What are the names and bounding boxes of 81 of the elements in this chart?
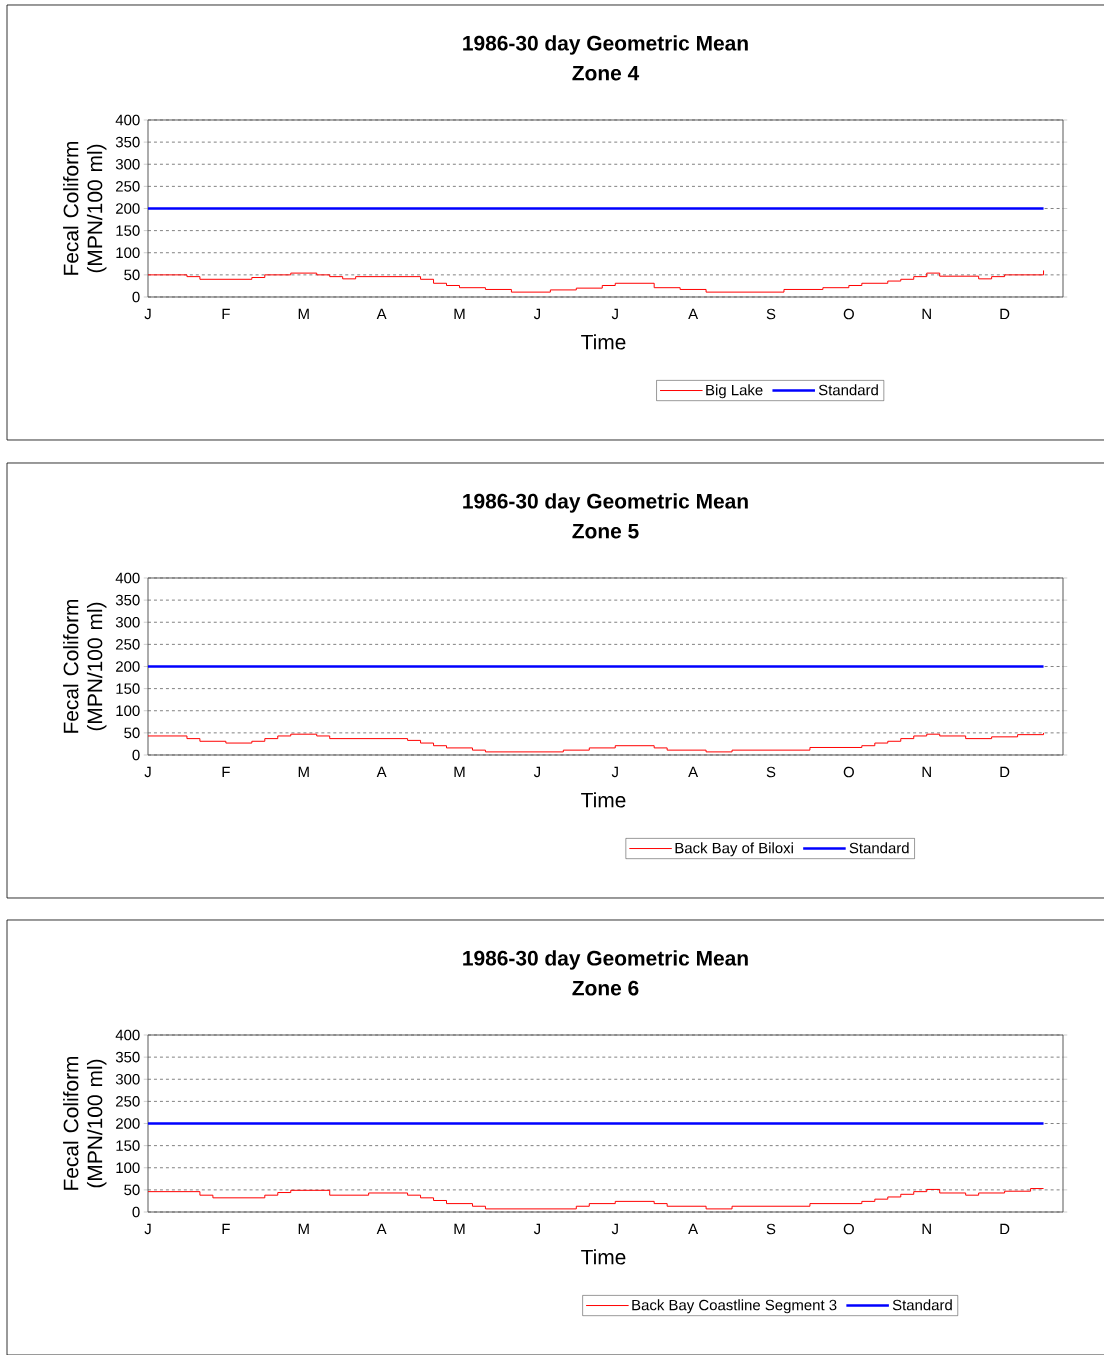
y-tick-label: 150 <box>116 225 140 236</box>
y-tick-label: 300 <box>115 616 140 628</box>
y-tick-label: 300 <box>115 158 140 170</box>
legend-label: Big Lake <box>706 384 763 399</box>
x-tick-label: M <box>298 308 309 320</box>
y-axis-title: Fecal Coliform (MPN/100 ml) <box>63 599 107 733</box>
x-tick-label: A <box>376 308 387 320</box>
x-tick-label: M <box>454 308 465 320</box>
y-tick-label: 50 <box>124 269 140 281</box>
chart-subtitle: Zone 4 <box>572 65 640 81</box>
x-tick-label: D <box>1000 308 1010 320</box>
y-tick-label: 100 <box>116 705 140 717</box>
x-tick-label: F <box>222 1223 230 1235</box>
y-tick-label: 200 <box>116 661 140 672</box>
chart-title: 1986-30 day Geometric Mean <box>463 35 748 55</box>
x-tick-label: O <box>843 766 854 778</box>
x-tick-label: D <box>1000 1223 1010 1235</box>
x-tick-label: M <box>298 766 309 778</box>
y-tick-label: 150 <box>116 683 140 694</box>
x-tick-label: S <box>766 308 776 320</box>
chart-subtitle: Zone 5 <box>572 523 639 539</box>
x-axis-title: Time <box>581 1249 626 1265</box>
x-tick-label: S <box>766 766 776 778</box>
x-tick-label: J <box>144 766 151 778</box>
x-tick-label: A <box>688 766 699 778</box>
y-tick-label: 300 <box>115 1073 140 1085</box>
x-tick-label: N <box>922 766 931 778</box>
y-tick-label: 350 <box>115 1051 140 1063</box>
x-tick-label: A <box>376 766 387 778</box>
x-axis-title: Time <box>581 334 626 350</box>
x-tick-label: J <box>533 308 540 320</box>
y-tick-label: 250 <box>116 1096 140 1107</box>
legend-label: Standard <box>818 384 878 396</box>
y-tick-label: 50 <box>124 727 140 739</box>
x-tick-label: O <box>843 308 854 320</box>
y-tick-label: 100 <box>116 247 140 259</box>
y-tick-label: 200 <box>116 1118 140 1129</box>
x-tick-label: J <box>611 308 618 320</box>
y-tick-label: 400 <box>115 1029 140 1041</box>
legend-label: Standard <box>892 1299 952 1311</box>
y-tick-label: 350 <box>115 136 140 148</box>
chart-title: 1986-30 day Geometric Mean <box>463 950 748 970</box>
y-tick-label: 0 <box>132 291 140 303</box>
x-tick-label: M <box>454 1223 465 1235</box>
x-tick-label: O <box>843 1223 854 1235</box>
chart-subtitle: Zone 6 <box>572 980 639 996</box>
legend-label: Standard <box>849 842 909 854</box>
y-tick-label: 200 <box>116 203 140 214</box>
x-tick-label: D <box>1000 766 1010 778</box>
y-tick-label: 400 <box>115 572 140 584</box>
x-tick-label: A <box>688 308 699 320</box>
chart-title: 1986-30 day Geometric Mean <box>463 493 748 513</box>
y-tick-label: 400 <box>115 114 140 126</box>
x-tick-label: J <box>611 766 618 778</box>
x-tick-label: N <box>922 1223 931 1235</box>
x-tick-label: F <box>222 766 230 778</box>
y-tick-label: 100 <box>116 1162 140 1174</box>
x-tick-label: J <box>144 1223 151 1235</box>
y-tick-label: 150 <box>116 1140 140 1151</box>
x-tick-label: S <box>766 1223 776 1235</box>
y-axis-title: Fecal Coliform (MPN/100 ml) <box>63 141 107 275</box>
y-tick-label: 350 <box>115 594 140 606</box>
x-tick-label: F <box>222 308 230 320</box>
x-tick-label: J <box>611 1223 618 1235</box>
x-tick-label: A <box>688 1223 699 1235</box>
x-tick-label: M <box>298 1223 309 1235</box>
x-axis-title: Time <box>581 792 626 808</box>
y-tick-label: 0 <box>132 1206 140 1218</box>
x-tick-label: J <box>533 1223 540 1235</box>
x-tick-label: N <box>922 308 931 320</box>
y-tick-label: 50 <box>124 1184 140 1196</box>
x-tick-label: A <box>376 1223 387 1235</box>
x-tick-label: J <box>533 766 540 778</box>
y-tick-label: 250 <box>116 639 140 650</box>
y-axis-title: Fecal Coliform (MPN/100 ml) <box>63 1056 107 1190</box>
x-tick-label: M <box>454 766 465 778</box>
y-tick-label: 250 <box>116 181 140 192</box>
legend-label: Back Bay of Biloxi <box>675 842 793 857</box>
x-tick-label: J <box>144 308 151 320</box>
legend-label: Back Bay Coastline Segment 3 <box>632 1299 837 1314</box>
y-tick-label: 0 <box>132 749 140 761</box>
